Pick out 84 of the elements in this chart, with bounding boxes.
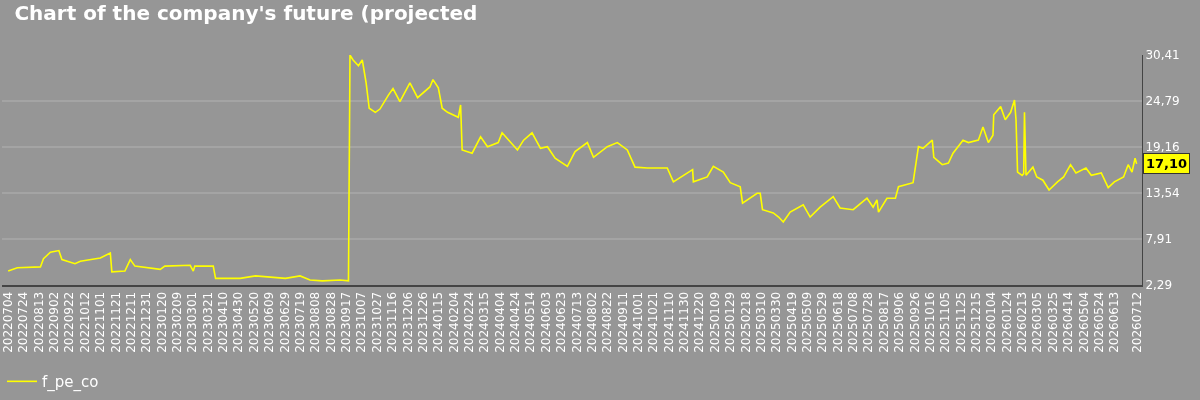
y-tick-label: 2,29 (1145, 278, 1173, 293)
x-tick-label: 20240224 (461, 291, 476, 353)
x-tick-label: 20250618 (830, 291, 845, 353)
x-tick-label: 20221231 (139, 291, 154, 353)
x-tick-label: 20241130 (677, 291, 692, 353)
x-tick-label: 20230301 (185, 291, 200, 353)
x-tick-label: 20250419 (784, 291, 799, 353)
x-tick-label: 20230917 (339, 291, 354, 353)
x-tick-label: 20230120 (154, 291, 169, 353)
x-tick-label: 20241220 (692, 291, 707, 353)
x-tick-label: 20220922 (62, 291, 77, 353)
x-tick-label: 20230410 (216, 291, 231, 353)
x-tick-label: 20251215 (968, 291, 983, 353)
x-tick-label: 20230520 (246, 291, 261, 353)
x-tick-label: 20250529 (815, 291, 830, 353)
x-tick-label: 20250509 (799, 291, 814, 353)
x-tick-label: 20250310 (753, 291, 768, 353)
y-tick-label: 30,41 (1145, 48, 1180, 63)
x-tick-label: 20231027 (369, 291, 384, 353)
x-tick-label: 20221211 (123, 291, 138, 353)
annotation: 17,10 (1146, 156, 1188, 171)
x-tick-label: 20230321 (200, 291, 215, 353)
x-tick-label: 20231206 (400, 291, 415, 353)
x-tick-label: 20260305 (1030, 291, 1045, 353)
x-tick-label: 20240822 (600, 291, 615, 353)
x-tick-label: 20250218 (738, 291, 753, 353)
x-tick-label: 20231226 (415, 291, 430, 353)
x-tick-label: 20260712 (1129, 291, 1144, 353)
x-tick-label: 20260213 (1015, 291, 1030, 353)
x-tick-label: 20260325 (1045, 291, 1060, 353)
x-tick-label: 20221012 (77, 291, 92, 353)
x-tick-label: 20221101 (93, 291, 108, 353)
x-tick-label: 20240424 (508, 291, 523, 353)
x-tick-label: 20230828 (323, 291, 338, 353)
x-tick-label: 20230430 (231, 291, 246, 353)
chart-title: Chart of the company's future (projected (14, 1, 478, 25)
x-tick-label: 20250728 (861, 291, 876, 353)
x-tick-label: 20250708 (846, 291, 861, 353)
x-tick-label: 20251016 (922, 291, 937, 353)
y-tick-label: 19,16 (1145, 140, 1180, 155)
x-tick-label: 20240911 (615, 291, 630, 353)
x-tick-label: 20240404 (492, 291, 507, 353)
x-tick-label: 20260124 (999, 291, 1014, 353)
x-tick-label: 20241021 (646, 291, 661, 353)
x-tick-label: 20231007 (354, 291, 369, 353)
legend-label: f_pe_co (42, 373, 99, 393)
x-tick-label: 20221121 (108, 291, 123, 353)
x-tick-label: 20240514 (523, 291, 538, 353)
x-tick-label: 20230609 (262, 291, 277, 353)
y-tick-label: 7,91 (1145, 232, 1173, 247)
x-tick-label: 20230719 (292, 291, 307, 353)
x-tick-label: 20220813 (31, 291, 46, 353)
x-tick-label: 20230629 (277, 291, 292, 353)
x-tick-label: 20260104 (984, 291, 999, 353)
x-tick-label: 20240802 (584, 291, 599, 353)
x-tick-label: 20240713 (569, 291, 584, 353)
y-tick-label: 13,54 (1145, 186, 1180, 201)
x-tick-label: 20240115 (431, 291, 446, 353)
x-tick-label: 20251125 (953, 291, 968, 353)
x-tick-label: 20260613 (1107, 291, 1122, 353)
x-tick-label: 20220724 (16, 291, 31, 353)
x-tick-label: 20241110 (661, 291, 676, 353)
x-tick-label: 20230209 (170, 291, 185, 353)
x-tick-label: 20250817 (876, 291, 891, 353)
x-tick-label: 20250129 (723, 291, 738, 353)
x-tick-label: 20240623 (554, 291, 569, 353)
y-tick-label: 24,79 (1145, 94, 1180, 109)
x-tick-label: 20250926 (907, 291, 922, 353)
x-tick-label: 20260504 (1076, 291, 1091, 353)
x-tick-label: 20260414 (1061, 291, 1076, 353)
x-tick-label: 20260524 (1091, 291, 1106, 353)
line-series (7, 55, 1138, 282)
x-tick-label: 20231116 (385, 291, 400, 353)
x-tick-label: 20250330 (769, 291, 784, 353)
x-tick-label: 20241001 (630, 291, 645, 353)
x-tick-label: 20250109 (707, 291, 722, 353)
x-tick-label: 20250906 (892, 291, 907, 353)
x-tick-label: 20220902 (47, 291, 62, 353)
x-tick-label: 20240204 (446, 291, 461, 353)
x-tick-label: 20230808 (308, 291, 323, 353)
x-tick-label: 20251105 (938, 291, 953, 353)
x-tick-label: 20240315 (477, 291, 492, 353)
x-tick-label: 20240603 (538, 291, 553, 353)
x-tick-label: 20220704 (1, 291, 16, 353)
